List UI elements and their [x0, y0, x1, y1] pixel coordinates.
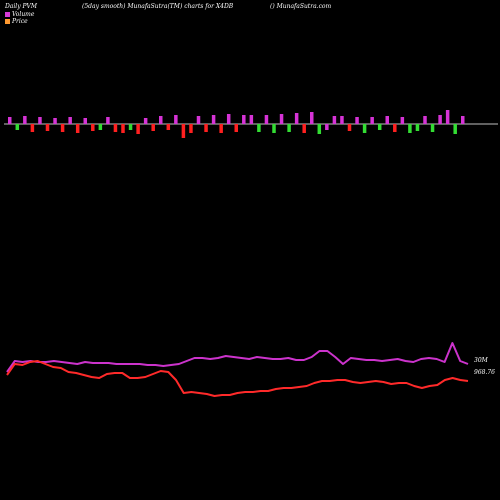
pvm-bar	[445, 110, 450, 124]
pvm-bar	[15, 124, 20, 130]
pvm-bar	[211, 115, 216, 124]
pvm-bar	[143, 118, 148, 124]
pvm-bar	[45, 124, 50, 131]
pvm-bar	[60, 124, 65, 132]
pvm-bar	[121, 124, 125, 133]
legend-item-volume: Volume	[5, 11, 34, 18]
pvm-bar	[279, 114, 284, 124]
pvm-bar	[128, 124, 133, 130]
pvm-bar	[8, 117, 12, 124]
pvm-bar	[75, 124, 80, 133]
pvm-bar	[393, 124, 397, 132]
legend-label-price: Price	[12, 18, 28, 25]
pvm-bar	[242, 115, 246, 124]
pvm-bar	[287, 124, 291, 132]
pvm-bar	[332, 116, 337, 124]
pvm-bar	[423, 116, 427, 124]
pvm-bar	[219, 124, 223, 133]
pvm-bar	[385, 116, 389, 124]
pvm-bar	[98, 124, 103, 130]
pvm-bar	[136, 124, 140, 134]
pvm-bar	[181, 124, 186, 138]
pvm-bar	[196, 116, 201, 124]
pvm-bar	[272, 124, 276, 133]
pvm-bar	[355, 117, 359, 124]
pvm-bar	[234, 124, 238, 132]
volume-line	[6, 342, 469, 373]
pvm-bar	[347, 124, 352, 131]
pvm-bar	[400, 117, 405, 124]
header-title-left: Daily PVM	[5, 3, 38, 10]
legend-swatch-price	[5, 19, 10, 24]
pvm-bar	[302, 124, 306, 133]
pvm-bar	[257, 124, 261, 132]
pvm-bar	[106, 117, 110, 124]
pvm-bar	[461, 116, 465, 124]
pvm-bar	[23, 116, 27, 124]
pvm-bar	[362, 124, 367, 133]
pvm-bar	[370, 117, 374, 124]
pvm-bar	[438, 115, 442, 124]
pvm-bar	[453, 124, 457, 134]
pvm-bar	[415, 124, 420, 131]
pvm-bar	[317, 124, 322, 134]
pvm-bar	[264, 115, 269, 124]
pvm-bar	[430, 124, 435, 132]
pvm-bar	[68, 117, 72, 124]
pvm-bar	[204, 124, 208, 132]
pvm-bar	[174, 115, 178, 124]
pvm-bar	[159, 116, 163, 124]
pvm-bar	[53, 118, 57, 124]
pvm-bar	[377, 124, 382, 130]
pvm-bar	[91, 124, 95, 131]
legend-swatch-volume	[5, 12, 10, 17]
pvm-bar	[325, 124, 329, 130]
pvm-bar	[340, 116, 344, 124]
pvm-bar	[249, 115, 254, 124]
legend-item-price: Price	[5, 18, 28, 25]
pvm-bar	[189, 124, 193, 133]
pvm-bar	[166, 124, 171, 130]
price-level-label: 968.76	[474, 369, 495, 376]
pvm-bar	[310, 112, 314, 124]
header-title-right: () MunafaSutra.com	[270, 3, 332, 10]
header-title-middle: (5day smooth) MunafaSutra(TM) charts for…	[82, 3, 234, 10]
pvm-bar	[30, 124, 35, 132]
pvm-bar	[83, 118, 87, 124]
pvm-bar	[226, 114, 231, 124]
pvm-bar	[113, 124, 118, 132]
pvm-bar	[38, 117, 42, 124]
pvm-bar	[408, 124, 412, 133]
volume-level-label: 30M	[474, 357, 488, 364]
pvm-bar	[294, 113, 299, 124]
legend-label-volume: Volume	[12, 11, 35, 18]
pvm-bar	[151, 124, 155, 131]
price-line	[6, 360, 469, 397]
